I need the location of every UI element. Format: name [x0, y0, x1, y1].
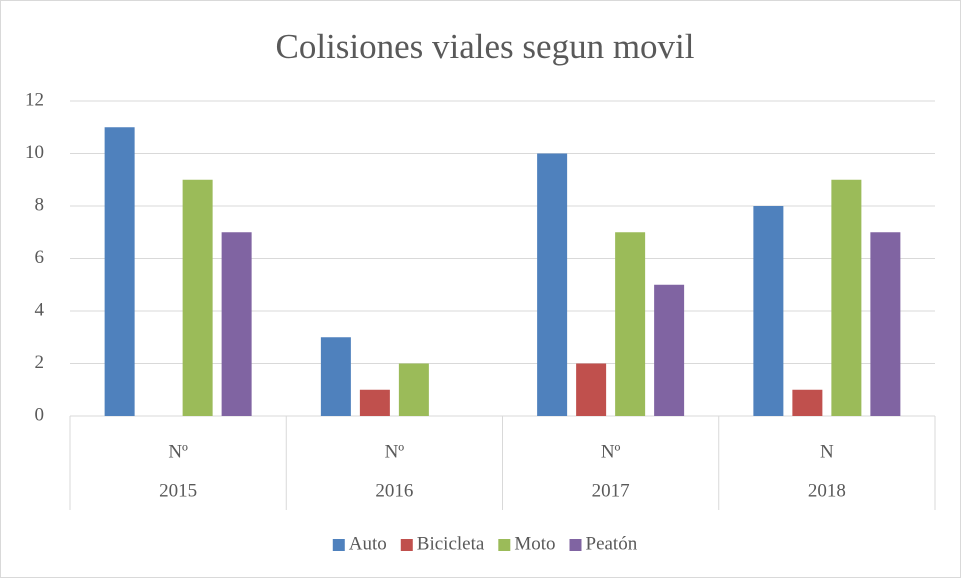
bar: [792, 389, 823, 416]
y-tick-label: 12: [25, 89, 44, 110]
bar: [359, 389, 390, 416]
bar: [615, 232, 646, 416]
x-sublabel: Nº: [601, 441, 621, 462]
legend-swatch: [569, 539, 582, 551]
bar: [398, 363, 429, 416]
x-tick-label: 2015: [159, 480, 197, 501]
bar: [104, 127, 135, 416]
x-sublabel: N: [820, 441, 834, 462]
legend-label: Moto: [514, 533, 555, 554]
bar: [221, 232, 252, 416]
x-tick-label: 2017: [592, 480, 630, 501]
legend-label: Bicicleta: [417, 533, 485, 554]
bar: [654, 284, 685, 416]
x-tick-label: 2018: [808, 480, 846, 501]
bar: [753, 206, 784, 416]
x-sublabel: Nº: [168, 441, 188, 462]
legend-swatch: [400, 539, 413, 551]
y-tick-label: 0: [35, 404, 45, 425]
y-tick-label: 10: [25, 142, 44, 163]
legend-swatch: [332, 539, 345, 551]
legend-label: Peatón: [586, 533, 638, 554]
y-tick-label: 8: [35, 194, 45, 215]
y-tick-label: 2: [35, 352, 45, 373]
x-tick-label: 2016: [375, 480, 413, 501]
bar: [320, 337, 351, 416]
y-tick-label: 4: [35, 299, 45, 320]
bar: [182, 179, 213, 416]
bar: [537, 153, 568, 416]
y-tick-label: 6: [35, 247, 45, 268]
bar: [576, 363, 607, 416]
x-sublabel: Nº: [385, 441, 405, 462]
bar: [831, 179, 862, 416]
legend-label: Auto: [349, 533, 387, 554]
legend-swatch: [498, 539, 511, 551]
chart-title: Colisiones viales segun movil: [275, 27, 694, 66]
bar: [870, 232, 901, 416]
